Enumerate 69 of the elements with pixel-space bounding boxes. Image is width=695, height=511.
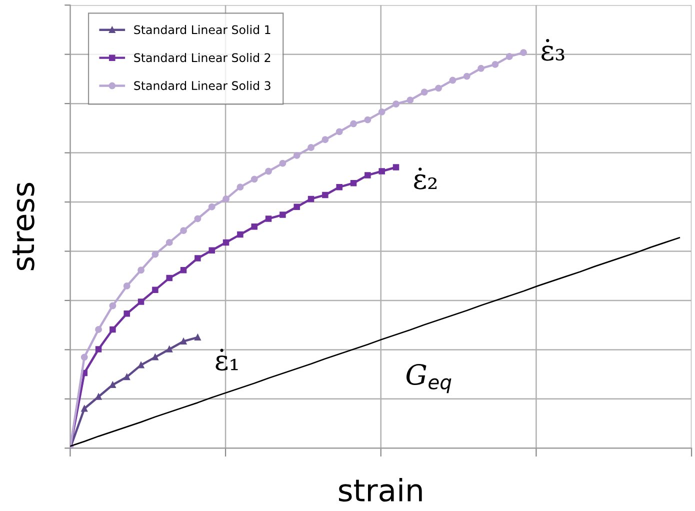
point xyxy=(152,250,159,258)
point xyxy=(492,60,499,68)
y-axis-title: stress xyxy=(12,182,34,270)
point xyxy=(279,160,286,167)
point xyxy=(478,64,484,72)
legend-label: Standard Linear Solid 2 xyxy=(134,52,270,62)
point xyxy=(123,282,130,290)
point xyxy=(194,215,202,222)
point xyxy=(308,196,314,202)
annotation: ε̇₃ xyxy=(542,38,564,61)
point xyxy=(378,168,385,174)
point xyxy=(95,326,102,333)
point xyxy=(180,227,187,234)
point xyxy=(322,136,329,144)
point xyxy=(322,192,328,198)
point xyxy=(293,152,300,159)
point xyxy=(138,298,144,305)
point xyxy=(152,286,158,294)
point xyxy=(420,88,428,96)
point xyxy=(336,184,342,190)
point xyxy=(138,266,144,274)
point xyxy=(80,354,88,361)
point xyxy=(378,108,386,116)
point xyxy=(406,96,414,104)
point xyxy=(250,176,258,183)
point xyxy=(350,120,357,128)
point xyxy=(463,72,470,80)
point xyxy=(280,212,286,218)
point xyxy=(392,164,400,170)
point xyxy=(166,238,173,246)
point xyxy=(364,116,372,124)
legend-label: Standard Linear Solid 1 xyxy=(134,25,270,34)
annotation: ε̇₁ xyxy=(216,348,238,371)
point xyxy=(95,394,102,400)
point xyxy=(194,334,201,341)
point xyxy=(449,76,456,84)
point xyxy=(222,195,230,202)
point xyxy=(237,231,244,238)
point xyxy=(392,100,400,108)
point xyxy=(520,49,527,56)
point xyxy=(506,53,513,60)
annotation: G$_{eq}$ xyxy=(406,364,452,394)
point xyxy=(124,374,130,380)
point xyxy=(265,216,272,222)
legend-label: Standard Linear Solid 3 xyxy=(134,80,270,90)
point xyxy=(180,267,187,274)
point xyxy=(109,302,116,310)
point xyxy=(81,405,88,412)
point xyxy=(265,168,272,175)
point xyxy=(251,224,258,230)
point xyxy=(95,346,102,352)
point xyxy=(208,203,216,210)
point xyxy=(166,274,172,282)
point xyxy=(222,239,230,246)
point xyxy=(294,204,300,210)
point xyxy=(435,84,442,92)
point xyxy=(180,338,187,344)
point xyxy=(138,362,144,368)
x-axis-title: strain xyxy=(339,478,422,502)
point xyxy=(194,255,201,262)
point xyxy=(110,326,116,333)
point xyxy=(208,247,215,254)
point xyxy=(364,172,371,178)
point xyxy=(236,184,244,191)
point xyxy=(308,144,314,151)
point xyxy=(336,128,343,136)
point xyxy=(124,310,130,317)
annotation: ε̇₂ xyxy=(414,168,436,190)
point xyxy=(350,180,357,186)
